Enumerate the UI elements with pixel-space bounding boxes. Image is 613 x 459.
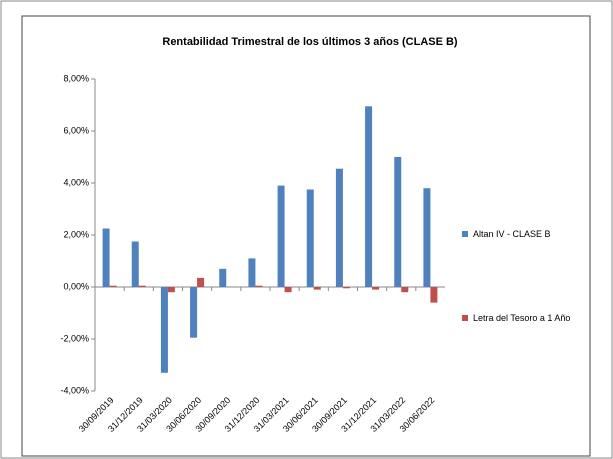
y-tick-label: 4,00% xyxy=(63,177,89,187)
y-tick-label: 6,00% xyxy=(63,125,89,135)
legend-label: Altan IV - CLASE B xyxy=(473,229,551,239)
chart-title: Rentabilidad Trimestral de los últimos 3… xyxy=(162,36,458,48)
bar xyxy=(219,268,227,287)
bar xyxy=(109,285,117,287)
bar xyxy=(306,189,314,287)
legend-swatch xyxy=(462,315,468,321)
bar xyxy=(401,287,409,293)
bar xyxy=(160,287,168,373)
bar xyxy=(197,277,205,287)
legend-swatch xyxy=(462,231,468,237)
bar xyxy=(394,157,402,287)
y-tick-label: 0,00% xyxy=(63,281,89,291)
y-tick-label: -4,00% xyxy=(60,385,89,395)
legend-item: Letra del Tesoro a 1 Año xyxy=(462,312,577,325)
chart-frame xyxy=(21,15,591,457)
legend-item: Altan IV - CLASE B xyxy=(462,228,577,241)
y-tick-label: 2,00% xyxy=(63,229,89,239)
bar xyxy=(277,185,285,287)
bar xyxy=(335,168,343,287)
y-tick-label: -2,00% xyxy=(60,333,89,343)
bar xyxy=(138,285,146,287)
bar xyxy=(102,228,110,287)
bar xyxy=(167,287,175,293)
bar xyxy=(248,258,256,287)
bar xyxy=(342,287,350,289)
bar xyxy=(131,241,139,287)
y-tick-label: 8,00% xyxy=(63,73,89,83)
bar xyxy=(372,287,380,290)
bar xyxy=(284,287,292,293)
bar xyxy=(423,188,431,287)
bar xyxy=(430,287,438,303)
bar xyxy=(255,285,263,287)
bar xyxy=(313,287,321,290)
bar xyxy=(190,287,198,338)
legend-label: Letra del Tesoro a 1 Año xyxy=(473,313,571,323)
bar xyxy=(365,106,373,287)
